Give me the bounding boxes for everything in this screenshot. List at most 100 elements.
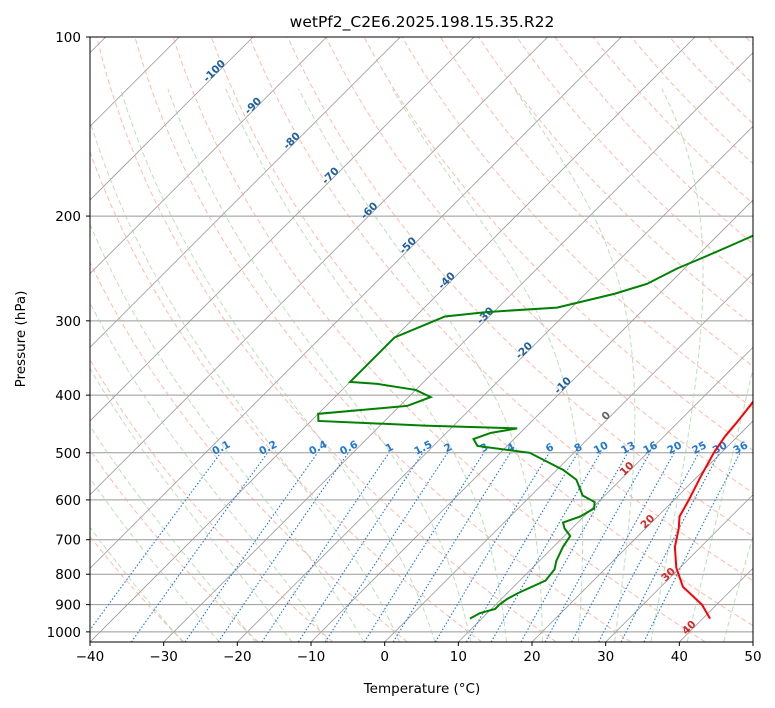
mixing-ratio-line (544, 452, 651, 642)
dry-adiabat-line (287, 37, 753, 538)
y-tick-label: 100 (55, 30, 81, 46)
mixing-ratio-label: 1.5 (412, 438, 434, 457)
moist-adiabat-line (90, 119, 401, 642)
isotherm-label: -100 (201, 58, 228, 85)
mixing-ratio-line (130, 452, 269, 642)
isotherm-label: 30 (659, 565, 678, 584)
mixing-ratio-line (620, 452, 720, 642)
mixing-ratio-line (261, 452, 390, 642)
isotherm-label: -40 (436, 270, 458, 292)
dry-adiabat-line (90, 150, 483, 642)
mixing-ratio-line (490, 452, 601, 642)
mixing-ratio-label: 10 (592, 439, 611, 456)
x-tick-label: 10 (450, 649, 467, 665)
y-tick-label: 800 (55, 567, 81, 583)
isotherm-line (90, 37, 475, 422)
dry-adiabat-line (90, 261, 408, 642)
isotherm-label: -80 (281, 130, 303, 152)
y-tick-label: 700 (55, 533, 81, 549)
mixing-ratio-line (217, 452, 349, 642)
moist-adiabat-line (90, 526, 184, 642)
isotherm-line (90, 37, 622, 569)
moist-adiabat-line (686, 366, 753, 642)
moist-adiabat-line (90, 222, 365, 642)
y-tick-label: 400 (55, 388, 81, 404)
isotherm-line (90, 37, 327, 275)
mixing-ratio-label: 0.6 (338, 438, 360, 457)
moist-adiabat-line (298, 88, 543, 642)
isotherm-line (605, 494, 753, 642)
dry-adiabat-line (134, 37, 632, 642)
mixing-ratio-label: 36 (731, 439, 750, 456)
dry-adiabat-line (363, 37, 753, 451)
mixing-ratio-line (434, 452, 550, 642)
moist-adiabat-line (119, 88, 436, 642)
y-tick-label: 900 (55, 598, 81, 614)
dewpoint-profile-line (317, 234, 753, 620)
mixing-ratio-label: 0.2 (257, 438, 279, 457)
isotherm-line (310, 199, 753, 642)
mixing-ratio-label: 25 (690, 439, 709, 456)
dry-adiabat-line (478, 37, 753, 326)
y-tick-label: 600 (55, 493, 81, 509)
dry-adiabat-line (439, 37, 753, 367)
isotherm-line (384, 273, 753, 642)
isotherm-label: -10 (552, 375, 574, 397)
moist-adiabat-line (513, 88, 636, 642)
moist-adiabat-line (723, 534, 753, 642)
isotherm-line (752, 641, 753, 642)
isotherm-line (163, 52, 753, 642)
mixing-ratio-line (90, 452, 222, 631)
isotherm-line (679, 567, 753, 642)
isotherm-line (237, 125, 753, 642)
mixing-ratio-line (520, 452, 629, 642)
moist-adiabat-line (167, 88, 472, 642)
dry-adiabat-line (90, 449, 259, 642)
x-tick-label: 50 (744, 649, 761, 665)
x-axis-label: Temperature (°C) (363, 681, 481, 697)
moist-adiabat-line (225, 88, 508, 642)
x-tick-label: 30 (597, 649, 614, 665)
mixing-ratio-line (324, 452, 449, 642)
isotherm-line (531, 420, 753, 642)
dry-adiabat-line (172, 37, 706, 642)
isotherm-label: -90 (242, 95, 264, 117)
y-tick-label: 1000 (47, 625, 81, 641)
isotherm-label: -20 (513, 340, 535, 362)
dry-adiabat-line (96, 37, 557, 642)
moist-adiabat-line (391, 88, 584, 642)
plot-area: 0.1 0.2 0.4 0.6 1 1.5 2 3 4 6 8 10 13 16 20 25 30 36-100-… (90, 37, 753, 642)
profile-lines (317, 234, 753, 620)
x-tick-label: −10 (297, 649, 326, 665)
y-tick-label: 500 (55, 446, 81, 462)
mixing-ratio-label: 16 (641, 439, 660, 456)
mixing-ratio-lines (90, 452, 741, 642)
y-tick-label: 200 (55, 209, 81, 225)
isotherm-label: -30 (475, 305, 497, 327)
x-axis-ticks: −40 −30 −20 −10 0 10 20 30 40 50 (76, 642, 762, 665)
dry-adiabat-line (325, 37, 753, 494)
mixing-ratio-line (571, 452, 675, 642)
dry-adiabat-line (554, 37, 753, 245)
moist-adiabat-line (650, 88, 704, 642)
isotherm-label: 20 (638, 512, 657, 531)
x-tick-label: 0 (380, 649, 389, 665)
dry-adiabat-line (90, 358, 334, 642)
moist-adiabat-line (90, 367, 293, 642)
mixing-ratio-line (363, 452, 485, 642)
temperature-profile-line (673, 399, 753, 620)
pressure-grid (90, 37, 753, 633)
isotherm-label: 40 (680, 618, 699, 637)
y-tick-label: 300 (55, 314, 81, 330)
y-axis-label: Pressure (hPa) (13, 291, 29, 388)
dry-adiabat-lines (90, 37, 753, 642)
x-tick-label: 20 (523, 649, 540, 665)
isotherm-line (458, 346, 753, 642)
chart-title: wetPf2_C2E6.2025.198.15.35.R22 (290, 13, 555, 32)
dry-adiabat-line (401, 37, 753, 409)
mixing-ratio-line (598, 452, 700, 642)
isotherm-label: -50 (397, 235, 419, 257)
y-axis-ticks: 100 200 300 400 500 600 700 800 900 1000 (47, 30, 90, 641)
dry-adiabat-line (745, 37, 753, 46)
